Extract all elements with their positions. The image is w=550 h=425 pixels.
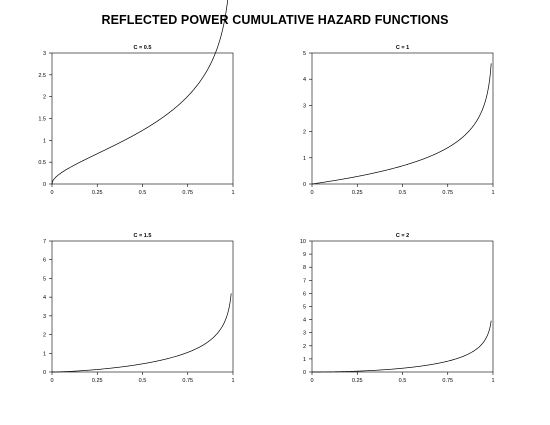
y-tick-label: 6 bbox=[43, 258, 46, 264]
hazard-curve bbox=[52, 293, 232, 373]
x-tick-label: 0.75 bbox=[182, 190, 193, 196]
y-tick-label: 4 bbox=[303, 77, 306, 83]
y-tick-label: 2 bbox=[43, 95, 46, 101]
x-tick-label: 0.75 bbox=[182, 378, 193, 384]
panel-c-1-5: C = 1.5 0 0.25 0.5 0.75 1 0 1 2 3 4 5 6 7 bbox=[43, 233, 235, 384]
y-tick-label: 4 bbox=[43, 295, 46, 301]
y-tick-label: 6 bbox=[303, 291, 306, 297]
y-tick-label: 0 bbox=[43, 182, 46, 188]
y-tick-label: 3 bbox=[43, 314, 46, 320]
y-tick-label: 3 bbox=[303, 103, 306, 109]
panel-title: C = 1 bbox=[396, 45, 409, 51]
y-tick-label: 10 bbox=[300, 239, 306, 245]
y-tick-label: 0 bbox=[303, 370, 306, 376]
x-tick-label: 1 bbox=[491, 190, 494, 196]
y-tick-label: 1 bbox=[43, 351, 46, 357]
y-tick-label: 1 bbox=[303, 357, 306, 363]
x-tick-label: 0 bbox=[50, 190, 53, 196]
plot-frame bbox=[51, 240, 234, 373]
y-tick-label: 7 bbox=[43, 239, 46, 245]
x-tick-label: 1 bbox=[231, 378, 234, 384]
plot-frame bbox=[311, 240, 494, 373]
y-tick-label: 3 bbox=[303, 331, 306, 337]
x-tick-label: 1 bbox=[231, 190, 234, 196]
x-tick-label: 0.5 bbox=[399, 378, 407, 384]
y-tick-label: 2 bbox=[303, 130, 306, 136]
x-tick-label: 0.25 bbox=[92, 190, 103, 196]
y-tick-label: 2 bbox=[43, 333, 46, 339]
y-tick-label: 5 bbox=[303, 305, 306, 311]
y-tick-label: 5 bbox=[303, 51, 306, 57]
x-tick-label: 0.5 bbox=[139, 190, 147, 196]
y-tick-label: 0 bbox=[303, 182, 306, 188]
hazard-curve bbox=[312, 320, 492, 373]
panel-c-0-5: C = 0.5 0 0.25 0.5 0.75 1 0 0.5 1 1.5 2 2.5 3 bbox=[38, 0, 235, 196]
x-tick-label: 0.25 bbox=[352, 190, 363, 196]
y-tick-label: 1 bbox=[303, 156, 306, 162]
y-tick-label: 1 bbox=[43, 138, 46, 144]
y-tick-label: 4 bbox=[303, 318, 306, 324]
plot-frame bbox=[311, 52, 494, 185]
x-tick-label: 0.25 bbox=[352, 378, 363, 384]
x-tick-label: 0 bbox=[310, 190, 313, 196]
hazard-curve bbox=[311, 63, 492, 185]
y-tick-label: 0.5 bbox=[38, 160, 46, 166]
x-tick-label: 0.25 bbox=[92, 378, 103, 384]
x-tick-label: 0.5 bbox=[139, 378, 147, 384]
y-tick-label: 8 bbox=[303, 265, 306, 271]
y-tick-label: 5 bbox=[43, 276, 46, 282]
y-tick-label: 1.5 bbox=[38, 117, 46, 123]
x-tick-label: 0 bbox=[50, 378, 53, 384]
panel-title: C = 2 bbox=[396, 233, 409, 239]
y-tick-label: 7 bbox=[303, 278, 306, 284]
x-tick-label: 0.75 bbox=[442, 378, 453, 384]
hazard-curve bbox=[51, 0, 229, 185]
y-tick-label: 2.5 bbox=[38, 73, 46, 79]
x-tick-label: 0.75 bbox=[442, 190, 453, 196]
x-tick-label: 0.5 bbox=[399, 190, 407, 196]
panel-title: C = 1.5 bbox=[134, 233, 152, 239]
panel-c-1: C = 1 0 0.25 0.5 0.75 1 0 1 2 3 4 5 bbox=[303, 45, 495, 196]
y-tick-label: 0 bbox=[43, 370, 46, 376]
x-tick-label: 0 bbox=[310, 378, 313, 384]
panel-title: C = 0.5 bbox=[134, 45, 152, 51]
y-tick-label: 3 bbox=[43, 51, 46, 57]
chart-title: REFLECTED POWER CUMULATIVE HAZARD FUNCTI… bbox=[101, 13, 449, 27]
y-tick-label: 2 bbox=[303, 344, 306, 350]
y-tick-label: 9 bbox=[303, 252, 306, 258]
x-tick-label: 1 bbox=[491, 378, 494, 384]
